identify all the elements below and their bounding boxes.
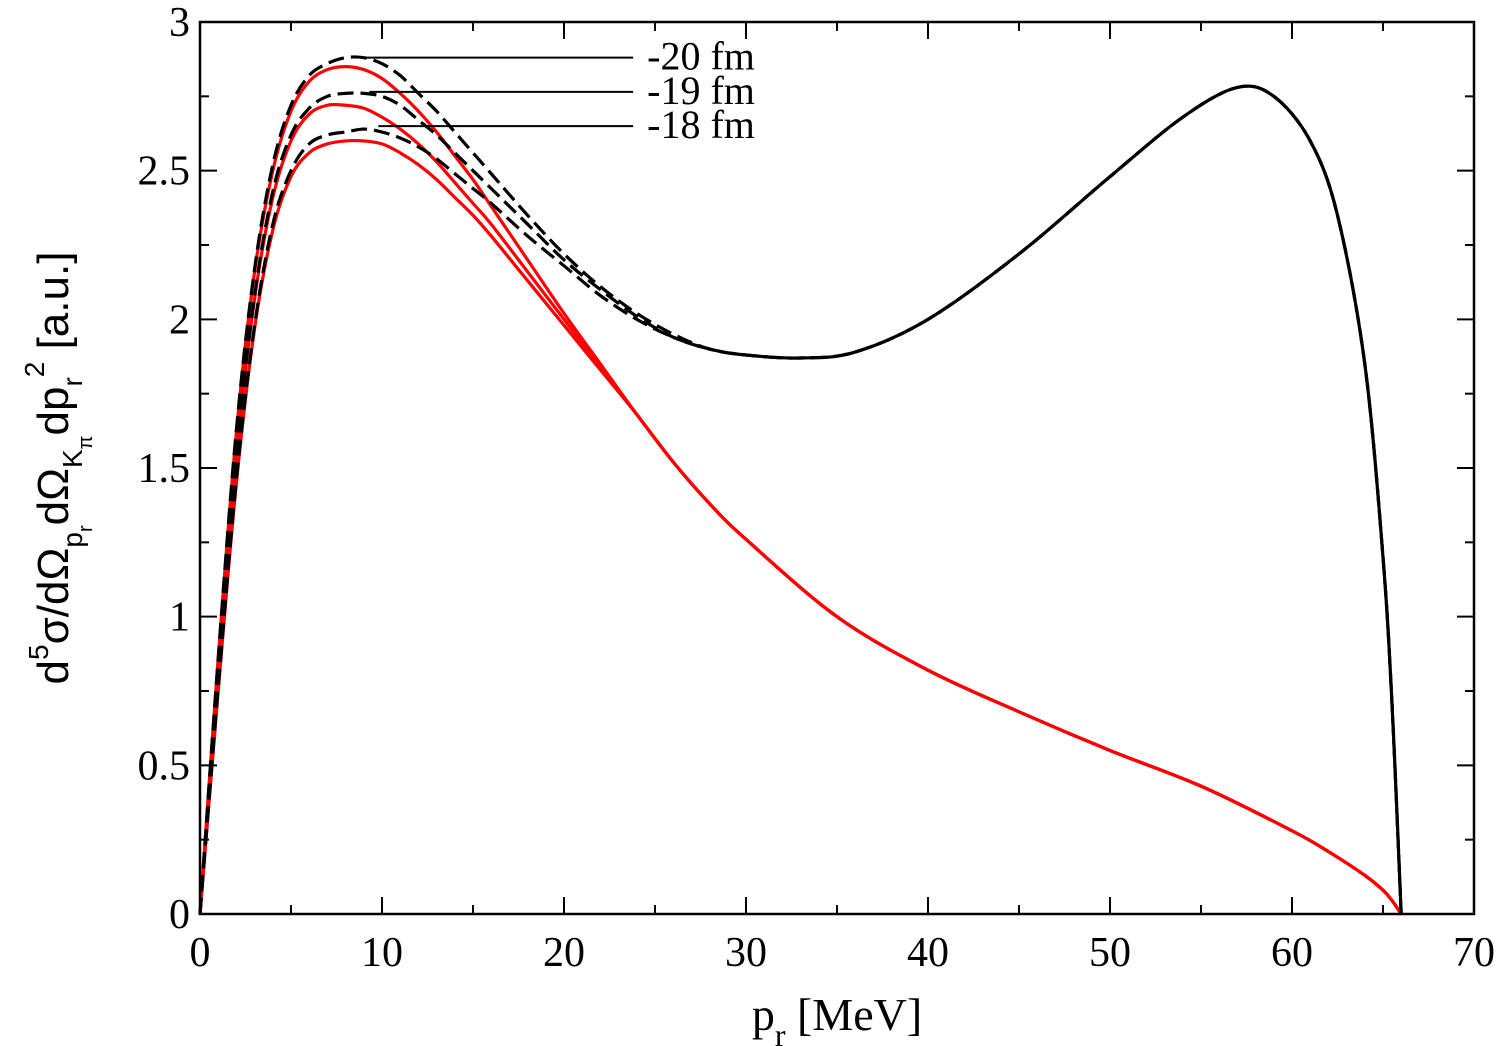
dashed-curve-5: [198, 84, 1403, 915]
x-tick-label: 60: [1271, 930, 1313, 976]
plot-series: [198, 55, 1403, 915]
y-tick-label: 2.5: [138, 149, 191, 195]
plot-frame: [198, 20, 1476, 916]
solid-curve-2: [198, 138, 1403, 915]
dashed-curve-4: [198, 84, 1403, 915]
x-tick-label: 50: [1089, 930, 1131, 976]
y-tick-label: 3: [169, 0, 190, 46]
annotations: -20 fm-19 fm-18 fm: [363, 34, 755, 147]
annotation-label: -20 fm: [647, 34, 755, 79]
y-tick-label: 1.5: [138, 446, 191, 492]
y-tick-label: 1: [169, 595, 190, 641]
x-tick-label: 20: [543, 930, 585, 976]
y-tick-labels: 0 0.5 1 1.5 2 2.5 3: [138, 0, 191, 938]
annotation-label: -18 fm: [647, 102, 755, 147]
x-tick-label: 30: [725, 930, 767, 976]
x-tick-label: 0: [190, 930, 211, 976]
x-tick-label: 70: [1453, 930, 1495, 976]
y-tick-label: 0: [169, 892, 190, 938]
axis-ticks: [199, 21, 1475, 915]
x-axis-title: pr [MeV]: [752, 989, 922, 1046]
y-tick-label: 2: [169, 297, 190, 343]
x-tick-label: 10: [361, 930, 403, 976]
dashed-curve-3: [198, 55, 1403, 915]
x-tick-label: 40: [907, 930, 949, 976]
x-tick-labels: 0 10 20 30 40 50 60 70: [190, 930, 1496, 976]
y-axis-title: d5σ/dΩprdΩKπdpr2 [a.u.]: [19, 252, 97, 685]
annotation-label: -19 fm: [647, 68, 755, 113]
solid-curve-0: [198, 65, 1403, 915]
y-tick-label: 0.5: [138, 743, 191, 789]
solid-curve-1: [198, 102, 1403, 915]
